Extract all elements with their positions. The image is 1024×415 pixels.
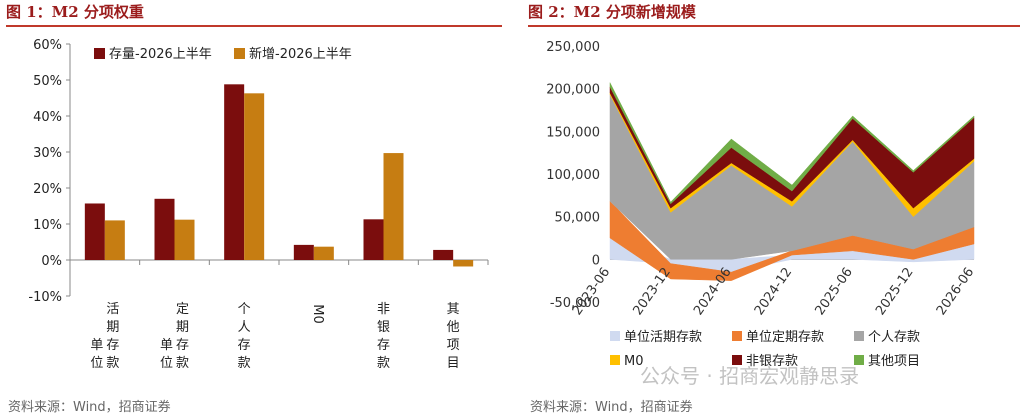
bar-stock: [363, 219, 384, 260]
bar-stock: [293, 244, 314, 260]
bar-stock: [433, 249, 454, 260]
y-tick-label: 150,000: [546, 125, 600, 140]
y-tick-label: 50,000: [555, 211, 601, 226]
legend-label: 存量-2026上半年: [109, 47, 212, 62]
legend-label: 单位定期存款: [746, 330, 824, 345]
legend-label: 新增-2026上半年: [249, 46, 352, 62]
legend-swatch: [854, 331, 864, 341]
legend-label: 非银存款: [746, 354, 798, 369]
right-area-chart: -50,000 0 50,000 100,000 150,000 200,000 250,0…: [546, 40, 977, 369]
legend-swatch: [94, 48, 105, 59]
y-tick-label: 20%: [33, 182, 62, 197]
bar-new: [104, 220, 125, 260]
left-bar-chart: -10% 0% 10% 20% 30% 40% 50% 60% 单位活期存款 单位定期存款 个人存款…: [28, 38, 489, 371]
right-source-note: 资料来源：Wind，招商证券: [530, 400, 693, 415]
bar-stock: [154, 198, 175, 260]
legend-swatch: [234, 48, 245, 59]
y-tick-label: 250,000: [546, 40, 600, 55]
legend-label: 其他项目: [868, 354, 920, 369]
area-series: [609, 200, 975, 281]
right-chart-title: 图 2：M2 分项新增规模: [528, 3, 696, 21]
y-tick-label: 60%: [33, 38, 62, 53]
legend-label: 个人存款: [868, 330, 920, 345]
x-tick-label: 个人存款: [238, 302, 251, 371]
area-series: [609, 82, 975, 205]
x-tick-label: 其他项目: [447, 302, 460, 371]
y-tick-label: 0%: [41, 254, 62, 269]
x-tick-label: 单位定期存款: [160, 302, 189, 371]
bar-stock: [224, 84, 245, 260]
legend-label: M0: [624, 354, 644, 369]
legend-label: 单位活期存款: [624, 330, 702, 345]
bar-new: [174, 219, 195, 260]
y-tick-label: 0: [592, 253, 600, 268]
watermark-text: 公众号 · 招商宏观静思录: [640, 364, 860, 388]
bar-new: [383, 153, 404, 260]
x-tick-label: 非银存款: [377, 302, 390, 371]
y-tick-label: 200,000: [546, 83, 600, 98]
left-source-note: 资料来源：Wind，招商证券: [8, 400, 171, 415]
y-tick-label: 10%: [33, 218, 62, 233]
x-tick-label: 2023-12: [630, 265, 673, 318]
legend-swatch: [610, 331, 620, 341]
x-tick-label: 2025-12: [873, 265, 916, 318]
left-chart-title: 图 1：M2 分项权重: [6, 3, 144, 21]
x-tick-label: 2026-06: [934, 265, 977, 318]
y-tick-label: -50,000: [550, 296, 600, 311]
bar-stock: [84, 203, 105, 260]
right-title-rule: [528, 25, 1020, 27]
y-tick-label: -10%: [28, 290, 62, 305]
left-title-rule: [6, 25, 502, 27]
y-tick-label: 30%: [33, 146, 62, 161]
y-tick-label: 40%: [33, 110, 62, 125]
x-tick-label: M0: [310, 304, 325, 324]
y-tick-label: 100,000: [546, 168, 600, 183]
x-tick-label: 2025-06: [812, 265, 855, 318]
bar-new: [313, 246, 334, 260]
x-tick-label: 2024-12: [752, 265, 795, 318]
legend-swatch: [854, 355, 864, 365]
x-tick-label: 单位活期存款: [90, 302, 119, 371]
bar-new: [453, 260, 474, 267]
bar-new: [244, 93, 265, 260]
legend-swatch: [732, 331, 742, 341]
y-tick-label: 50%: [33, 74, 62, 89]
legend-swatch: [732, 355, 742, 365]
legend-swatch: [610, 355, 620, 365]
